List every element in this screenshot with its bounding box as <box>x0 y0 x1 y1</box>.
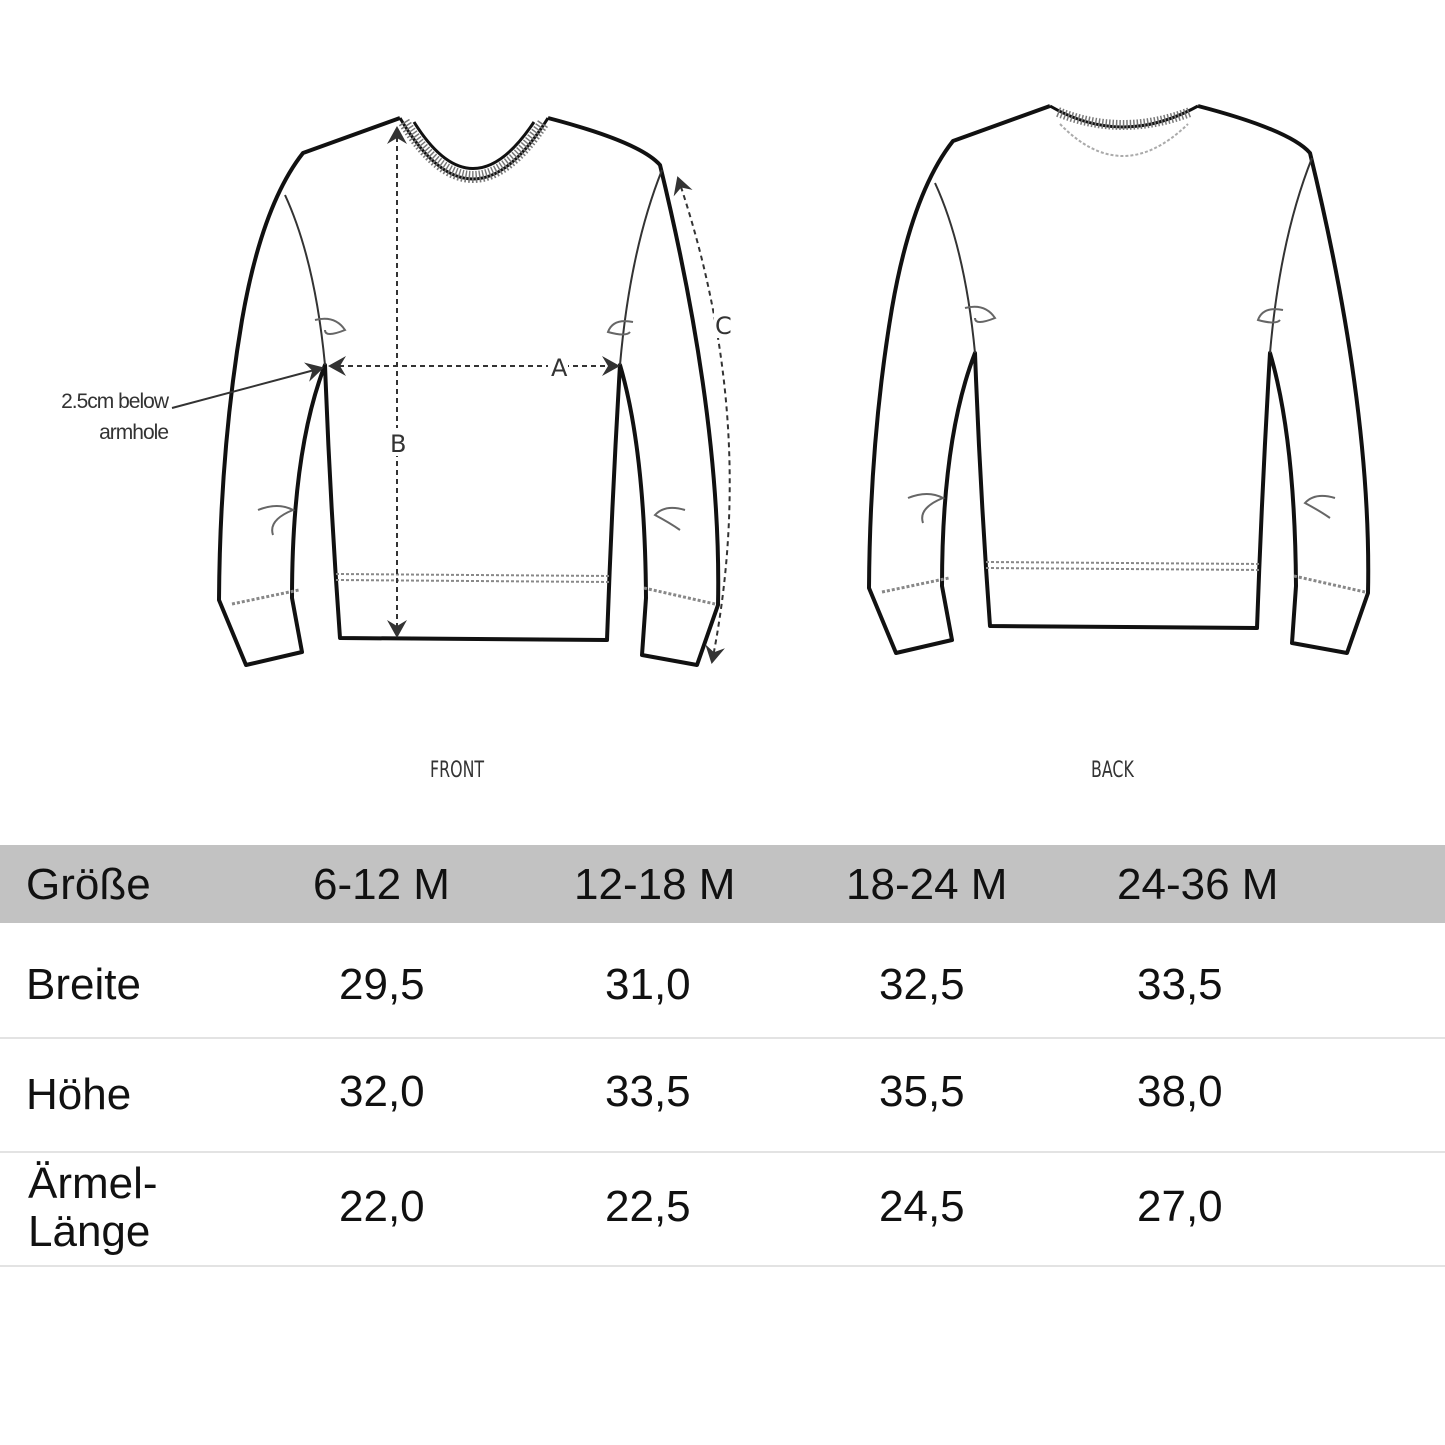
row-divider <box>0 1151 1445 1153</box>
row-label-aermel: Ärmel- Länge <box>28 1160 158 1256</box>
size-col-4: 24-36 M <box>1117 860 1279 909</box>
row-divider <box>0 1265 1445 1267</box>
row-divider <box>0 1037 1445 1039</box>
table-cell: 32,0 <box>339 1067 425 1116</box>
header-label: Größe <box>26 860 151 909</box>
table-cell: 33,5 <box>605 1067 691 1116</box>
table-cell: 35,5 <box>879 1067 965 1116</box>
size-col-3: 18-24 M <box>846 860 1008 909</box>
row-label-hoehe: Höhe <box>26 1070 132 1119</box>
table-cell: 22,0 <box>339 1182 425 1231</box>
armhole-note: 2.5cm below armhole <box>20 386 169 448</box>
table-cell: 31,0 <box>605 960 691 1009</box>
note-line-2: armhole <box>99 421 169 444</box>
table-cell: 33,5 <box>1137 960 1223 1009</box>
sweater-diagram: A B C <box>171 104 1371 667</box>
row-label-line-1: Ärmel- <box>28 1159 158 1208</box>
note-pointer <box>171 362 324 409</box>
front-sweater: A B C <box>171 116 734 667</box>
measure-c-line <box>673 176 731 664</box>
table-cell: 27,0 <box>1137 1182 1223 1231</box>
label-b: B <box>390 430 406 458</box>
label-c: C <box>715 312 732 340</box>
table-header <box>0 845 1445 923</box>
size-col-2: 12-18 M <box>574 860 736 909</box>
row-label-breite: Breite <box>26 960 141 1009</box>
size-col-1: 6-12 M <box>313 860 450 909</box>
table-cell: 29,5 <box>339 960 425 1009</box>
table-cell: 32,5 <box>879 960 965 1009</box>
back-label: BACK <box>1091 758 1134 783</box>
row-label-line-2: Länge <box>28 1207 151 1256</box>
table-cell: 22,5 <box>605 1182 691 1231</box>
back-sweater <box>867 104 1371 655</box>
table-cell: 38,0 <box>1137 1067 1223 1116</box>
front-label: FRONT <box>430 758 485 783</box>
table-cell: 24,5 <box>879 1182 965 1231</box>
note-line-1: 2.5cm below <box>61 390 169 413</box>
label-a: A <box>551 354 568 382</box>
